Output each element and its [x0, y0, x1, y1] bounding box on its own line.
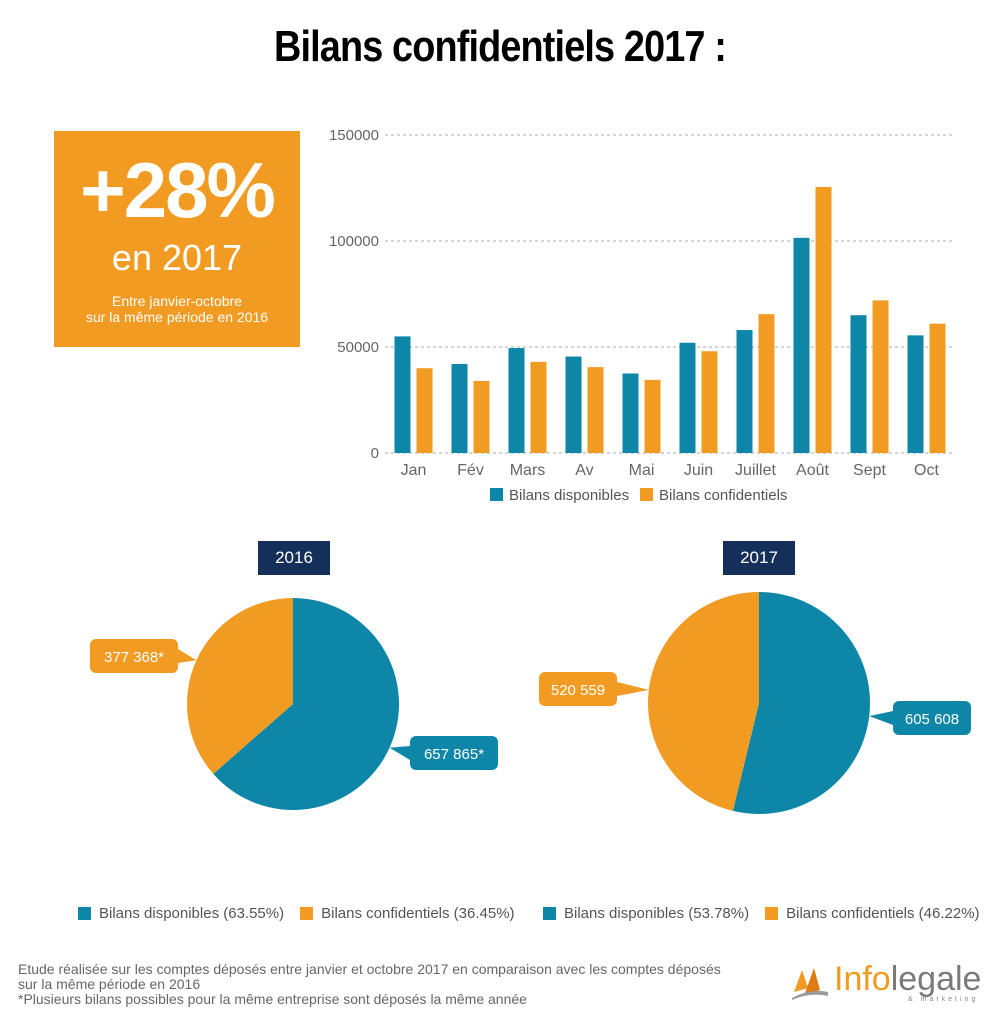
bar [815, 186, 832, 453]
legend-2016-confidentiels: Bilans confidentiels (36.45%) [321, 905, 515, 922]
legend-2017-confidentiels: Bilans confidentiels (46.22%) [786, 905, 980, 922]
bar [622, 373, 639, 453]
x-tick-label: Oct [914, 462, 939, 479]
bar [929, 323, 946, 453]
bar [679, 342, 696, 453]
bar [850, 315, 867, 453]
bar [736, 330, 753, 453]
bar [394, 336, 411, 453]
bar [587, 367, 604, 453]
bar [793, 237, 810, 453]
logo-subtitle: & marketing [908, 996, 979, 1003]
kpi-value: +28% [80, 146, 276, 234]
legend-2016-disponibles: Bilans disponibles (63.55%) [99, 905, 285, 922]
x-tick-label: Fév [457, 462, 484, 479]
legend-swatch-disponibles [78, 907, 91, 920]
x-tick-label: Jan [401, 462, 427, 479]
bar [872, 300, 889, 453]
bar-chart: 0 50000 100000 150000 Jan Fév Mars Av Mai Juin Jui… [329, 127, 955, 504]
footnote: Etude réalisée sur les comptes déposés e… [18, 962, 788, 1007]
pie-label: 377 368* [104, 649, 164, 666]
x-tick-label: Mars [510, 462, 546, 479]
legend-swatch-disponibles [543, 907, 556, 920]
pie-2016-badge: 2016 [258, 541, 330, 575]
y-tick-label: 0 [371, 445, 379, 462]
pie-label-pointer [617, 682, 649, 696]
pie-slice [213, 598, 399, 810]
bar [508, 348, 525, 453]
infolegale-logo: Infolegale & marketing [790, 958, 990, 1008]
pie-slice [186, 598, 293, 774]
pie-label: 520 559 [551, 682, 605, 699]
legend-2017-disponibles: Bilans disponibles (53.78%) [564, 905, 750, 922]
pie-label-pointer [389, 746, 410, 760]
logo-part1: Info [834, 960, 891, 998]
footnote-line3: *Plusieurs bilans possibles pour la même… [18, 991, 527, 1007]
pie-label-box [893, 701, 971, 735]
legend-swatch-confidentiels [300, 907, 314, 920]
x-tick-label: Av [575, 462, 593, 479]
bar [758, 314, 775, 453]
bar [530, 361, 547, 453]
bar [451, 363, 468, 453]
kpi-note-line1: Entre janvier-octobre [112, 293, 242, 309]
footnote-line1: Etude réalisée sur les comptes déposés e… [18, 961, 721, 977]
pie-slice [648, 592, 759, 811]
bar [565, 356, 582, 453]
y-tick-label: 50000 [337, 339, 379, 356]
pie-label-box [90, 639, 178, 673]
bar [907, 335, 924, 453]
y-tick-label: 100000 [329, 233, 379, 250]
pie-label: 657 865* [424, 746, 484, 763]
kpi-note-line2: sur la même période en 2016 [85, 309, 269, 325]
x-tick-label: Août [796, 462, 829, 479]
legend-label: Bilans disponibles [509, 487, 629, 504]
y-tick-label: 150000 [329, 127, 379, 144]
logo-icon [792, 968, 828, 1000]
pie-2017: 605 608 520 559 [539, 592, 971, 814]
bar [644, 379, 661, 453]
pie-2017-legend: Bilans disponibles (53.78%) Bilans confi… [543, 905, 980, 922]
kpi-note: Entre janvier-octobre sur la même périod… [54, 293, 300, 325]
kpi-box: +28% en 2017 Entre janvier-octobre sur l… [54, 131, 300, 347]
pie-2017-badge: 2017 [723, 541, 795, 575]
logo-wordmark: Infolegale [834, 960, 981, 999]
legend-label: Bilans confidentiels [659, 487, 787, 504]
x-tick-label: Sept [853, 462, 886, 479]
legend-swatch [640, 488, 653, 501]
kpi-year: en 2017 [111, 237, 243, 278]
pie-label-box [410, 736, 498, 770]
legend-swatch-confidentiels [765, 907, 779, 920]
bar [701, 351, 718, 453]
bar [473, 380, 490, 453]
logo-part2: legale [890, 960, 982, 998]
pie-label: 605 608 [905, 711, 959, 728]
bar [416, 368, 433, 453]
page-title: Bilans confidentiels 2017 : [273, 22, 727, 71]
footnote-line2: sur la même période en 2016 [18, 976, 201, 992]
pie-label-pointer [178, 649, 197, 663]
pie-2016-legend: Bilans disponibles (63.55%) Bilans confi… [78, 905, 515, 922]
legend-swatch [490, 488, 503, 501]
x-tick-label: Juillet [735, 462, 776, 479]
x-tick-label: Mai [629, 462, 655, 479]
pie-slice [732, 592, 870, 814]
x-tick-label: Juin [684, 462, 713, 479]
pie-label-box [539, 672, 617, 706]
pie-2016: 657 865* 377 368* [90, 598, 498, 810]
pie-label-pointer [869, 711, 893, 725]
